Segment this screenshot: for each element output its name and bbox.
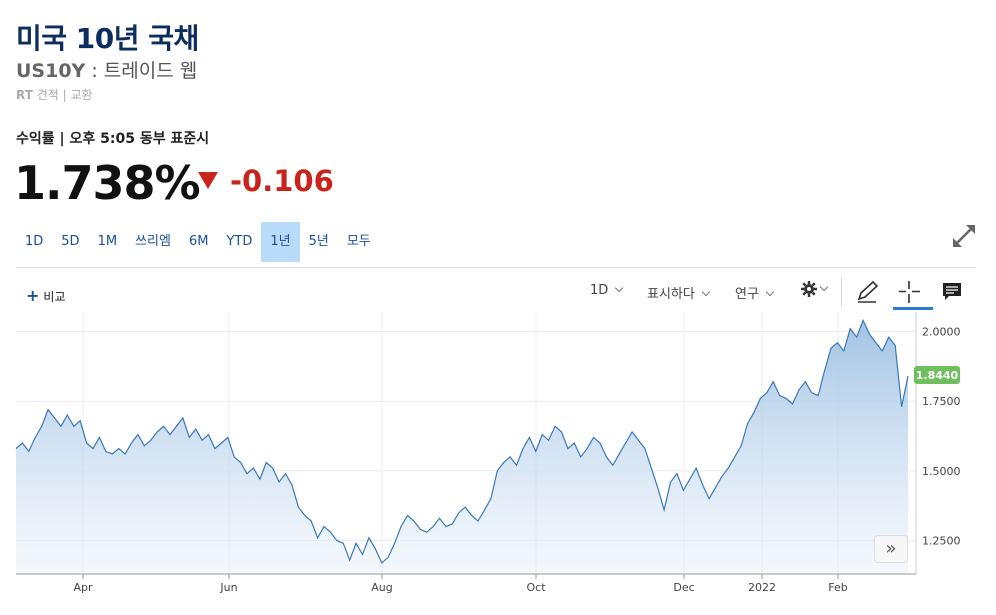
header-divider xyxy=(16,267,976,268)
interval-label: 1D xyxy=(590,283,609,298)
display-label: 표시하다 xyxy=(647,287,695,302)
range-5y[interactable]: 5년 xyxy=(308,234,329,249)
chevron-down-icon xyxy=(701,287,711,297)
quote-link[interactable]: 견적 xyxy=(36,88,59,102)
x-tick-label: Feb xyxy=(828,581,847,594)
range-1m[interactable]: 1M xyxy=(97,234,118,249)
study-label: 연구 xyxy=(735,287,759,302)
exchange-link[interactable]: 교환 xyxy=(70,88,93,102)
exchange-separator: : xyxy=(85,60,104,82)
settings-dropdown[interactable] xyxy=(800,280,829,298)
yield-line[interactable] xyxy=(15,318,909,564)
y-tick-label: 1.7500 xyxy=(922,395,961,408)
x-tick-label: Dec xyxy=(673,581,694,594)
chevron-down-icon xyxy=(765,287,775,297)
range-1y[interactable]: 1년 xyxy=(261,222,300,262)
range-ytd[interactable]: YTD xyxy=(226,234,253,249)
compare-button[interactable]: + 비교 xyxy=(26,286,66,305)
current-yield: 1.738% xyxy=(14,156,201,210)
instrument-subtitle: US10Y : 트레이드 웹 xyxy=(16,56,197,83)
rt-label: RT xyxy=(16,88,33,102)
range-5d[interactable]: 5D xyxy=(61,234,80,249)
exchange-name: 트레이드 웹 xyxy=(103,60,198,82)
symbol-label: US10Y xyxy=(16,60,86,82)
page-title: 미국 10년 국채 xyxy=(16,22,199,55)
range-6m[interactable]: 6M xyxy=(188,234,209,249)
active-tool-indicator xyxy=(893,307,933,310)
toolbar-divider xyxy=(841,277,842,307)
expand-icon[interactable] xyxy=(950,222,978,250)
crosshair-icon[interactable] xyxy=(894,279,924,305)
yield-timestamp: 수익률 | 오후 5:05 동부 표준시 xyxy=(16,131,210,147)
range-1d[interactable]: 1D xyxy=(25,234,44,249)
display-dropdown[interactable]: 표시하다 xyxy=(647,283,711,302)
last-value-label: 1.8440 xyxy=(916,369,959,382)
comment-icon[interactable] xyxy=(937,279,967,305)
fast-forward-button[interactable]: » xyxy=(874,535,908,563)
pencil-icon[interactable] xyxy=(853,279,883,305)
link-separator: | xyxy=(58,88,71,102)
y-tick-label: 1.2500 xyxy=(922,535,961,548)
y-tick-label: 2.0000 xyxy=(922,326,961,339)
study-dropdown[interactable]: 연구 xyxy=(735,283,775,302)
x-tick-label: Aug xyxy=(371,581,392,594)
x-tick-label: Jun xyxy=(219,581,237,594)
range-3m[interactable]: 쓰리엠 xyxy=(135,234,171,249)
x-tick-label: Oct xyxy=(526,581,546,594)
plus-icon: + xyxy=(26,286,40,305)
range-all[interactable]: 모두 xyxy=(346,234,371,249)
compare-label: 비교 xyxy=(43,290,66,304)
last-value-badge xyxy=(914,365,960,384)
y-tick-label: 1.5000 xyxy=(922,465,961,478)
yield-area xyxy=(16,320,908,574)
x-tick-label: 2022 xyxy=(748,581,776,594)
change-value: -0.106 xyxy=(230,164,334,198)
x-tick-label: Apr xyxy=(73,581,93,594)
range-selector: 1D 5D 1M 쓰리엠 6M YTD 1년 5년 모두 xyxy=(16,222,380,262)
chevron-down-icon xyxy=(615,283,624,293)
gear-icon xyxy=(801,281,817,297)
yield-chart[interactable]: 2.0000 1.7500 1.5000 1.2500 1.8440 Apr Jun Aug… xyxy=(0,310,996,615)
quote-source-line: RT 견적 | 교환 xyxy=(16,86,93,103)
interval-dropdown[interactable]: 1D xyxy=(590,283,624,298)
chevron-down-icon xyxy=(819,282,829,291)
down-arrow-icon xyxy=(198,172,218,189)
